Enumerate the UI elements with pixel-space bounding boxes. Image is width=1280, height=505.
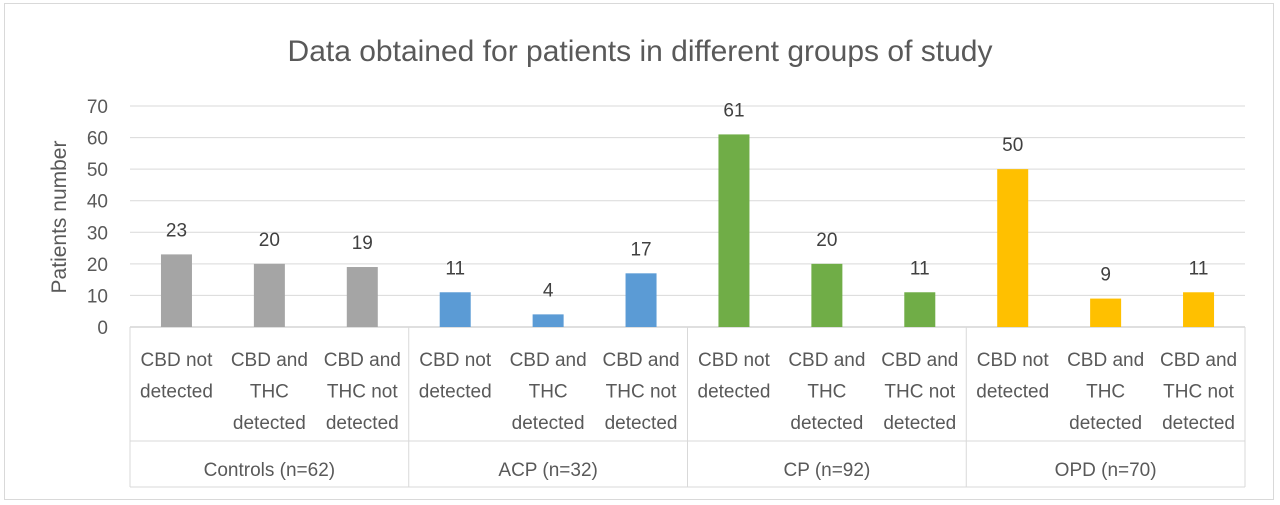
y-tick-label: 60 bbox=[87, 129, 108, 150]
x-category-label: THC not bbox=[327, 382, 398, 403]
data-label: 4 bbox=[543, 280, 554, 301]
x-category-label: detected bbox=[326, 413, 399, 434]
x-group-label: OPD (n=70) bbox=[1055, 460, 1157, 481]
bar bbox=[811, 263, 843, 327]
data-label: 61 bbox=[723, 100, 744, 121]
x-category-label: THC bbox=[1086, 382, 1125, 403]
x-category-label: THC not bbox=[884, 382, 955, 403]
x-category-label: detected bbox=[1162, 413, 1235, 434]
x-category-label: detected bbox=[1069, 413, 1142, 434]
x-category-label: CBD and bbox=[881, 350, 958, 371]
x-category-label: CBD and bbox=[510, 350, 587, 371]
bar bbox=[346, 267, 378, 327]
bar bbox=[160, 254, 192, 327]
x-category-label: detected bbox=[605, 413, 678, 434]
y-tick-label: 40 bbox=[87, 192, 108, 213]
bar bbox=[904, 292, 936, 327]
data-label: 50 bbox=[1002, 135, 1023, 156]
data-label: 11 bbox=[445, 258, 465, 279]
x-axis-categories: CBD not detected CBD and THC detected CBD and… bbox=[140, 350, 1237, 434]
gridlines bbox=[129, 105, 1246, 488]
data-labels: 23 20 19 11 4 17 61 20 11 50 9 11 bbox=[166, 100, 1209, 301]
x-category-label: detected bbox=[233, 413, 306, 434]
x-category-label: CBD not bbox=[977, 350, 1050, 371]
x-category-label: detected bbox=[140, 382, 213, 403]
x-category-label: THC bbox=[250, 382, 289, 403]
x-category-label: CBD and bbox=[1067, 350, 1144, 371]
x-category-label: detected bbox=[976, 382, 1049, 403]
y-tick-label: 10 bbox=[87, 286, 108, 307]
bar bbox=[253, 263, 285, 327]
x-group-label: CP (n=92) bbox=[783, 460, 870, 481]
x-category-label: CBD not bbox=[419, 350, 492, 371]
data-label: 23 bbox=[166, 220, 187, 241]
x-category-label: CBD and bbox=[324, 350, 401, 371]
x-category-label: THC not bbox=[1163, 382, 1234, 403]
chart-title: Data obtained for patients in different … bbox=[288, 35, 993, 68]
x-category-label: detected bbox=[512, 413, 585, 434]
x-category-label: THC bbox=[807, 382, 846, 403]
data-label: 17 bbox=[630, 239, 651, 260]
bar bbox=[1090, 298, 1122, 327]
bar bbox=[997, 169, 1029, 327]
bars bbox=[160, 134, 1215, 327]
x-axis-groups: Controls (n=62) ACP (n=32) CP (n=92) OPD (n… bbox=[204, 460, 1157, 481]
x-category-label: CBD and bbox=[602, 350, 679, 371]
x-category-label: CBD not bbox=[698, 350, 771, 371]
chart-frame bbox=[4, 3, 1274, 500]
x-group-label: ACP (n=32) bbox=[498, 460, 597, 481]
bar bbox=[1183, 292, 1215, 327]
y-tick-label: 0 bbox=[97, 318, 108, 339]
y-tick-label: 70 bbox=[87, 97, 108, 118]
bar bbox=[532, 314, 564, 327]
bar bbox=[439, 292, 471, 327]
x-category-label: CBD and bbox=[231, 350, 308, 371]
x-category-label: CBD and bbox=[788, 350, 865, 371]
data-label: 20 bbox=[816, 230, 837, 251]
x-category-label: detected bbox=[790, 413, 863, 434]
y-tick-label: 30 bbox=[87, 223, 108, 244]
x-group-label: Controls (n=62) bbox=[204, 460, 335, 481]
x-category-label: THC not bbox=[606, 382, 677, 403]
x-category-label: detected bbox=[698, 382, 771, 403]
bar bbox=[718, 134, 750, 327]
data-label: 19 bbox=[352, 233, 373, 254]
x-category-label: CBD and bbox=[1160, 350, 1237, 371]
x-category-label: detected bbox=[883, 413, 956, 434]
data-label: 9 bbox=[1100, 265, 1111, 286]
y-axis-ticks: 0 10 20 30 40 50 60 70 bbox=[87, 97, 108, 339]
x-category-label: detected bbox=[419, 382, 492, 403]
y-tick-label: 50 bbox=[87, 160, 108, 181]
x-category-label: CBD not bbox=[141, 350, 214, 371]
data-label: 11 bbox=[1189, 258, 1209, 279]
data-label: 20 bbox=[259, 230, 280, 251]
bar bbox=[625, 273, 657, 327]
y-tick-label: 20 bbox=[87, 255, 108, 276]
x-category-label: THC bbox=[529, 382, 568, 403]
y-axis-title: Patients number bbox=[48, 141, 71, 294]
data-label: 11 bbox=[910, 258, 930, 279]
